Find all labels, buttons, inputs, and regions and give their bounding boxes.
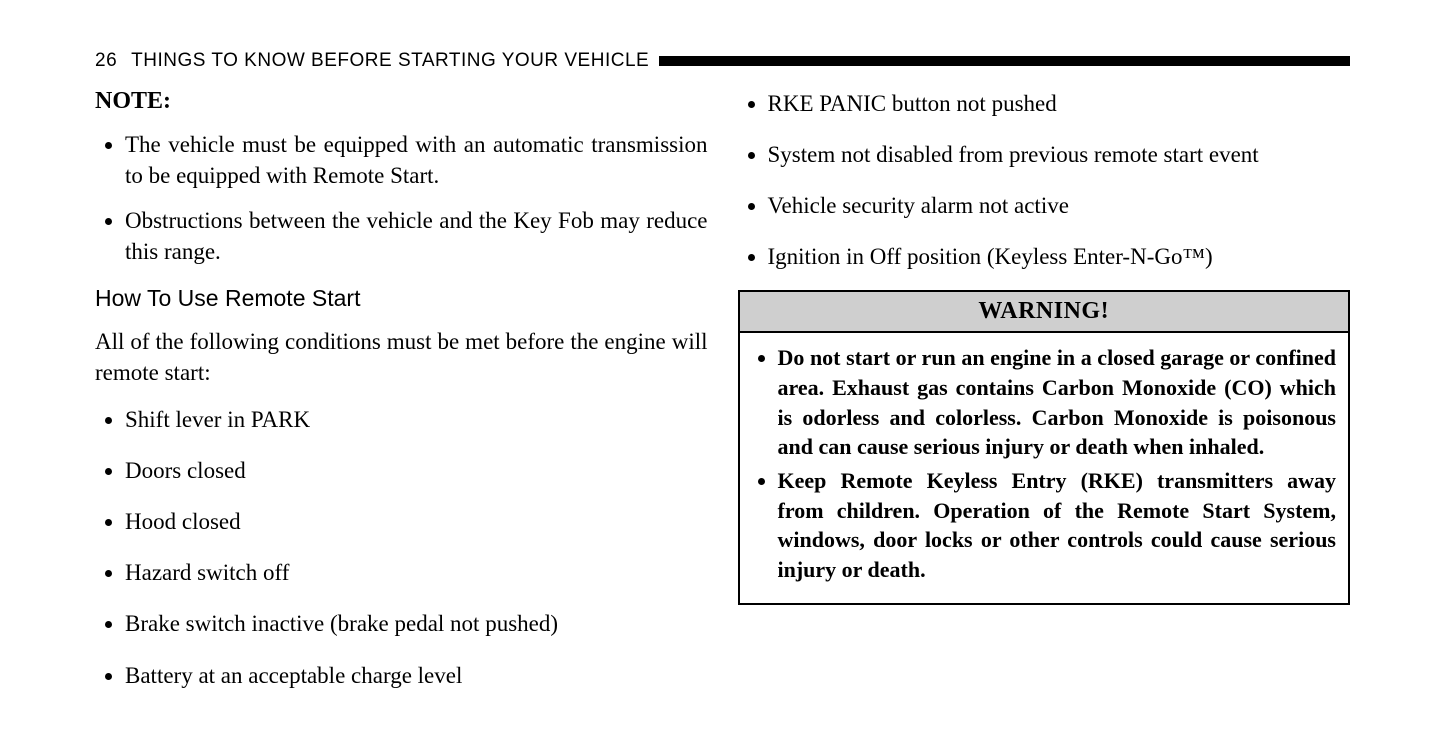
list-item: Shift lever in PARK <box>125 404 708 435</box>
list-item: System not disabled from previous remote… <box>768 139 1351 170</box>
list-item: Ignition in Off position (Keyless Enter-… <box>768 241 1351 272</box>
intro-paragraph: All of the following conditions must be … <box>95 326 708 388</box>
list-item: Hazard switch off <box>125 557 708 588</box>
right-column: RKE PANIC button not pushed System not d… <box>738 82 1351 709</box>
warning-title: WARNING! <box>740 292 1349 333</box>
conditions-list-right: RKE PANIC button not pushed System not d… <box>738 88 1351 272</box>
list-item: Brake switch inactive (brake pedal not p… <box>125 608 708 639</box>
list-item: RKE PANIC button not pushed <box>768 88 1351 119</box>
list-item: Do not start or run an engine in a close… <box>778 343 1337 462</box>
left-column: NOTE: The vehicle must be equipped with … <box>95 82 708 709</box>
note-label: NOTE: <box>95 88 708 115</box>
section-title: THINGS TO KNOW BEFORE STARTING YOUR VEHI… <box>131 50 649 72</box>
list-item: Battery at an acceptable charge level <box>125 660 708 691</box>
list-item: Keep Remote Keyless Entry (RKE) transmit… <box>778 466 1337 585</box>
page-header: 26 THINGS TO KNOW BEFORE STARTING YOUR V… <box>95 50 1350 72</box>
warning-box: WARNING! Do not start or run an engine i… <box>738 290 1351 605</box>
list-item: Hood closed <box>125 506 708 537</box>
conditions-list-left: Shift lever in PARK Doors closed Hood cl… <box>95 404 708 690</box>
page-number: 26 <box>95 50 117 72</box>
warning-body: Do not start or run an engine in a close… <box>740 333 1349 603</box>
two-column-layout: NOTE: The vehicle must be equipped with … <box>95 82 1350 709</box>
manual-page: 26 THINGS TO KNOW BEFORE STARTING YOUR V… <box>0 0 1445 709</box>
list-item: Obstructions between the vehicle and the… <box>125 205 708 267</box>
header-rule <box>659 56 1350 66</box>
note-list: The vehicle must be equipped with an aut… <box>95 129 708 267</box>
list-item: Vehicle security alarm not active <box>768 190 1351 221</box>
warning-list: Do not start or run an engine in a close… <box>752 343 1337 585</box>
list-item: Doors closed <box>125 455 708 486</box>
subheading: How To Use Remote Start <box>95 285 708 312</box>
list-item: The vehicle must be equipped with an aut… <box>125 129 708 191</box>
